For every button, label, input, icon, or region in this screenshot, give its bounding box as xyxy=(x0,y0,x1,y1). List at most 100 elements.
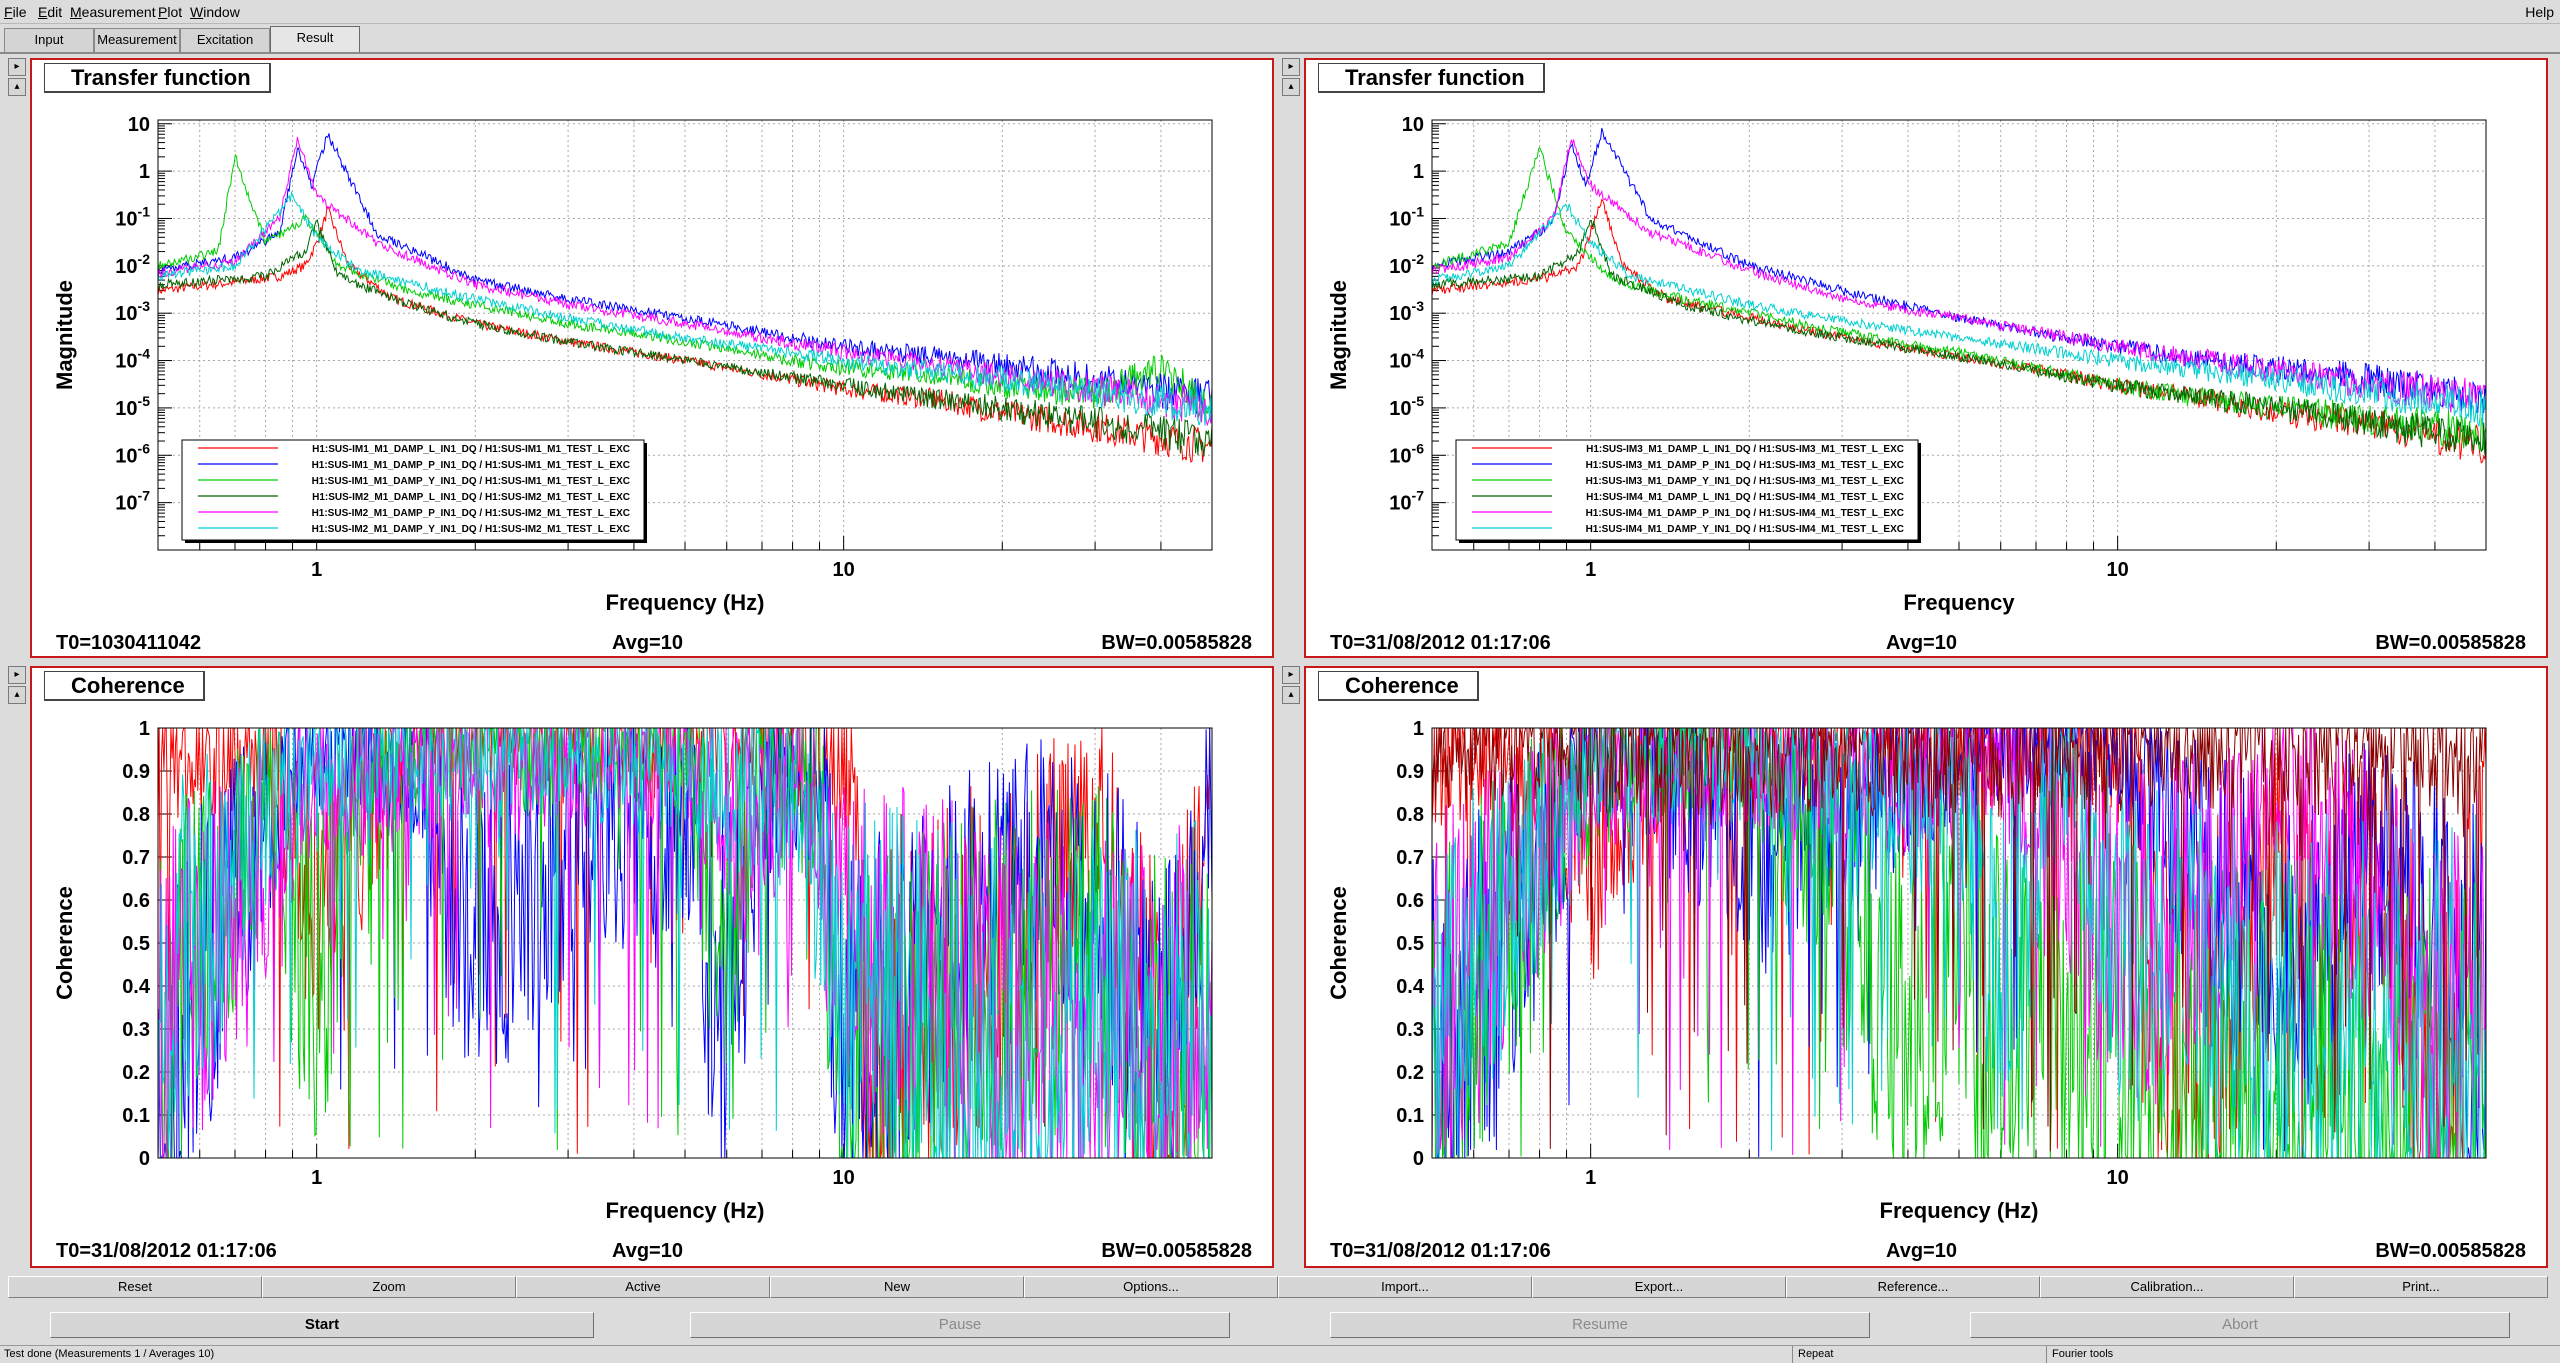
tab-input[interactable]: Input xyxy=(4,28,94,52)
plot-frame xyxy=(1431,727,2487,1159)
panel-title: Transfer function xyxy=(1318,63,1545,93)
y-tick-label: 10-3 xyxy=(1389,298,1424,325)
reference-button[interactable]: Reference... xyxy=(1786,1276,2040,1298)
y-tick-label: 10-5 xyxy=(115,393,150,420)
tab-excitation[interactable]: Excitation xyxy=(180,28,270,52)
y-tick-label: 1 xyxy=(139,161,150,183)
y-tick-label: 0.2 xyxy=(122,1062,150,1084)
y-tick-label: 0 xyxy=(139,1148,150,1170)
pad-collapse-button[interactable]: ▴ xyxy=(1282,686,1300,704)
pad-expand-button[interactable]: ▸ xyxy=(1282,58,1300,76)
status-bar: Test done (Measurements 1 / Averages 10)… xyxy=(0,1345,2560,1363)
bw-label: BW=0.00585828 xyxy=(2375,632,2526,654)
transfer-function-panel-left[interactable]: 1 10 10 1 10-1 10-2 10-3 10-4 10-5 10-6 10-7 Freque… xyxy=(30,58,1274,658)
menu-help[interactable]: Help xyxy=(2525,4,2554,20)
status-divider xyxy=(2046,1346,2047,1363)
legend-entry: H1:SUS-IM3_M1_DAMP_Y_IN1_DQ / H1:SUS-IM3… xyxy=(1586,476,1904,487)
x-tick-label: 1 xyxy=(311,1167,322,1189)
legend: H1:SUS-IM3_M1_DAMP_L_IN1_DQ / H1:SUS-IM3… xyxy=(1455,439,1921,543)
y-tick-label: 10-2 xyxy=(115,251,150,278)
pad-collapse-button[interactable]: ▴ xyxy=(8,78,26,96)
menu-edit[interactable]: Edit xyxy=(38,4,63,20)
pad-collapse-button[interactable]: ▴ xyxy=(1282,78,1300,96)
series-line xyxy=(1432,220,2486,455)
pad-expand-button[interactable]: ▸ xyxy=(8,58,26,76)
x-axis-label: Frequency (Hz) xyxy=(1880,1198,2039,1223)
x-tick-label: 1 xyxy=(1585,559,1596,581)
menu-plot[interactable]: Plot xyxy=(158,4,183,20)
y-axis-label: Coherence xyxy=(1326,886,1351,1000)
active-button[interactable]: Active xyxy=(516,1276,770,1298)
new-button[interactable]: New xyxy=(770,1276,1024,1298)
series-line xyxy=(1432,728,2486,1158)
panel-title: Coherence xyxy=(44,671,205,701)
y-tick-label: 0.7 xyxy=(1396,847,1424,869)
legend-entry: H1:SUS-IM1_M1_DAMP_P_IN1_DQ / H1:SUS-IM1… xyxy=(312,460,630,471)
y-tick-label: 10-4 xyxy=(115,346,150,373)
avg-label: Avg=10 xyxy=(612,1240,683,1262)
avg-label: Avg=10 xyxy=(1886,1240,1957,1262)
series-line xyxy=(1432,198,2486,464)
start-button[interactable]: Start xyxy=(50,1312,594,1338)
menu-window[interactable]: Window xyxy=(190,4,240,20)
x-tick-label: 10 xyxy=(2107,1167,2129,1189)
measurement-controls: Start Pause Resume Abort xyxy=(0,1312,2560,1338)
series-line xyxy=(1432,728,2486,1158)
coherence-plot[interactable]: 1 10 0 0.1 0.2 0.3 0.4 0.5 0.6 0.7 0.8 0.9 1 Frequenc… xyxy=(1306,668,2546,1266)
series-line xyxy=(158,205,1212,463)
x-tick-label: 1 xyxy=(1585,1167,1596,1189)
y-tick-label: 0.6 xyxy=(1396,890,1424,912)
legend-entry: H1:SUS-IM4_M1_DAMP_P_IN1_DQ / H1:SUS-IM4… xyxy=(1586,508,1904,519)
series-line xyxy=(158,728,1212,1158)
import-button[interactable]: Import... xyxy=(1278,1276,1532,1298)
tab-measurement[interactable]: Measurement xyxy=(94,28,180,52)
abort-button[interactable]: Abort xyxy=(1970,1312,2510,1338)
reset-button[interactable]: Reset xyxy=(8,1276,262,1298)
menu-file[interactable]: File xyxy=(4,4,27,20)
print-button[interactable]: Print... xyxy=(2294,1276,2548,1298)
resume-button[interactable]: Resume xyxy=(1330,1312,1870,1338)
pad-expand-button[interactable]: ▸ xyxy=(8,666,26,684)
tab-result[interactable]: Result xyxy=(270,26,360,52)
series-line xyxy=(1432,138,2486,413)
y-tick-label: 0.5 xyxy=(122,933,150,955)
tab-divider xyxy=(0,52,2560,54)
y-tick-label: 10 xyxy=(128,114,150,136)
pad-collapse-button[interactable]: ▴ xyxy=(8,686,26,704)
status-tools: Fourier tools xyxy=(2052,1348,2114,1360)
options-button[interactable]: Options... xyxy=(1024,1276,1278,1298)
y-tick-label: 10-2 xyxy=(1389,251,1424,278)
coherence-plot[interactable]: 1 10 0 0.1 0.2 0.3 0.4 0.5 0.6 0.7 0.8 0.9 1 Frequenc… xyxy=(32,668,1272,1266)
legend-entry: H1:SUS-IM2_M1_DAMP_Y_IN1_DQ / H1:SUS-IM2… xyxy=(312,524,630,535)
export-button[interactable]: Export... xyxy=(1532,1276,1786,1298)
series-line xyxy=(158,219,1212,457)
series-line xyxy=(158,190,1212,426)
pad-expand-button[interactable]: ▸ xyxy=(1282,666,1300,684)
zoom-button[interactable]: Zoom xyxy=(262,1276,516,1298)
series-line xyxy=(1432,728,2486,1158)
series-line xyxy=(1432,728,2486,1158)
coherence-panel-left[interactable]: 1 10 0 0.1 0.2 0.3 0.4 0.5 0.6 0.7 0.8 0.9 1 Frequenc… xyxy=(30,666,1274,1268)
y-axis-label: Magnitude xyxy=(52,280,77,390)
legend-entry: H1:SUS-IM2_M1_DAMP_L_IN1_DQ / H1:SUS-IM2… xyxy=(312,492,630,503)
transfer-function-panel-right[interactable]: 1 10 10 1 10-1 10-2 10-3 10-4 10-5 10-6 10-7 Freque… xyxy=(1304,58,2548,658)
calibration-button[interactable]: Calibration... xyxy=(2040,1276,2294,1298)
legend-entry: H1:SUS-IM4_M1_DAMP_Y_IN1_DQ / H1:SUS-IM4… xyxy=(1586,524,1904,535)
menu-measurement[interactable]: Measurement xyxy=(70,4,156,20)
bw-label: BW=0.00585828 xyxy=(1101,632,1252,654)
transfer-function-plot[interactable]: 1 10 10 1 10-1 10-2 10-3 10-4 10-5 10-6 10-7 Freque… xyxy=(32,60,1272,656)
plot-frame xyxy=(157,119,1213,551)
y-tick-label: 10-6 xyxy=(1389,440,1424,467)
x-tick-label: 10 xyxy=(833,559,855,581)
coherence-panel-right[interactable]: 1 10 0 0.1 0.2 0.3 0.4 0.5 0.6 0.7 0.8 0.9 1 Frequenc… xyxy=(1304,666,2548,1268)
transfer-function-plot[interactable]: 1 10 10 1 10-1 10-2 10-3 10-4 10-5 10-6 10-7 Freque… xyxy=(1306,60,2546,656)
y-tick-label: 0.9 xyxy=(1396,761,1424,783)
y-tick-label: 0.1 xyxy=(1396,1105,1424,1127)
pause-button[interactable]: Pause xyxy=(690,1312,1230,1338)
tab-bar: Input Measurement Excitation Result xyxy=(0,26,2560,52)
t0-label: T0=31/08/2012 01:17:06 xyxy=(56,1240,277,1262)
x-axis-label: Frequency xyxy=(1903,590,2015,615)
plot-frame xyxy=(157,727,1213,1159)
y-tick-label: 1 xyxy=(1413,718,1424,740)
status-divider xyxy=(1792,1346,1793,1363)
